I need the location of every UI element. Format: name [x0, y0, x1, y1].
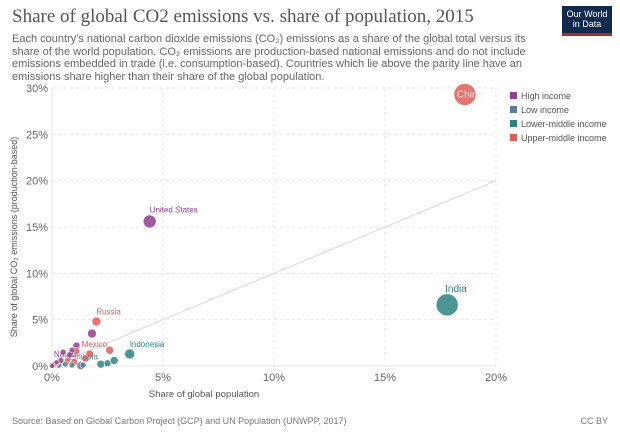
- legend-swatch[interactable]: [510, 106, 517, 113]
- data-point-mexico[interactable]: [85, 349, 95, 359]
- y-tick-label: 20%: [26, 176, 48, 188]
- data-point-china[interactable]: [453, 83, 477, 106]
- legend-label[interactable]: Lower-middle income: [521, 119, 607, 129]
- data-point[interactable]: [96, 359, 106, 369]
- data-point[interactable]: [72, 347, 81, 355]
- data-point-india[interactable]: [435, 293, 459, 317]
- chart-title: Share of global CO2 emissions vs. share …: [12, 6, 474, 27]
- legend-label[interactable]: High income: [521, 91, 571, 101]
- data-label-mexico: Mexico: [82, 340, 108, 349]
- license-note[interactable]: CC BY: [580, 416, 608, 426]
- data-label-united-states: United States: [150, 205, 198, 214]
- data-point[interactable]: [53, 359, 60, 366]
- legend-swatch[interactable]: [510, 120, 517, 127]
- data-label-ethiopia: Ethiopia: [69, 353, 98, 362]
- x-tick-label: 15%: [374, 372, 396, 384]
- logo-line-1: Our World: [566, 9, 608, 19]
- legend: High income Low income Lower-middle income…: [510, 91, 607, 143]
- x-axis-label: Share of global population: [149, 389, 259, 400]
- y-tick-label: 0%: [32, 361, 48, 373]
- data-point[interactable]: [66, 351, 74, 359]
- data-point-ethiopia[interactable]: [76, 361, 86, 371]
- y-tick-label: 25%: [26, 129, 48, 141]
- data-point[interactable]: [49, 361, 57, 369]
- data-point[interactable]: [68, 346, 76, 354]
- data-point[interactable]: [105, 345, 115, 355]
- data-point-russia[interactable]: [91, 316, 102, 327]
- x-tick-label: 20%: [485, 372, 507, 384]
- data-point[interactable]: [81, 354, 90, 363]
- y-axis-label: Share of global CO₂ emissions (productio…: [9, 137, 19, 338]
- legend-swatch[interactable]: [510, 134, 517, 141]
- grid: [51, 87, 497, 367]
- axes: 0% 5% 10% 15% 20% 25% 30% 0% 5% 10% 15% 20%: [26, 83, 507, 384]
- data-points: [49, 83, 477, 371]
- y-tick-label: 5%: [32, 315, 48, 327]
- legend-label[interactable]: Upper-middle income: [521, 133, 607, 143]
- data-label-nauru: Nauru: [54, 350, 76, 359]
- data-point[interactable]: [70, 358, 78, 367]
- data-point[interactable]: [103, 359, 112, 368]
- data-point-united-states[interactable]: [142, 214, 157, 229]
- data-point[interactable]: [68, 361, 76, 369]
- data-point[interactable]: [50, 360, 58, 368]
- data-labels: China India United States Russia Indonesia Me…: [54, 89, 483, 361]
- y-tick-label: 30%: [26, 83, 48, 95]
- data-point[interactable]: [55, 361, 62, 369]
- y-tick-label: 15%: [26, 222, 48, 234]
- y-tick-label: 10%: [26, 268, 48, 280]
- data-point[interactable]: [62, 360, 69, 368]
- data-label-india: India: [445, 284, 467, 295]
- logo-line-2: in Data: [572, 19, 602, 29]
- data-point-indonesia[interactable]: [124, 348, 135, 360]
- data-point[interactable]: [79, 361, 87, 369]
- data-label-russia: Russia: [96, 308, 121, 317]
- parity-line: [51, 180, 497, 367]
- data-label-china: China: [457, 89, 484, 100]
- data-point[interactable]: [64, 357, 71, 364]
- x-tick-label: 0%: [44, 372, 60, 384]
- x-tick-label: 5%: [155, 372, 171, 384]
- data-point[interactable]: [59, 348, 67, 356]
- x-tick-label: 10%: [263, 372, 285, 384]
- data-point[interactable]: [109, 356, 119, 365]
- chart-subtitle: Each country's national carbon dioxide e…: [12, 33, 526, 83]
- data-point[interactable]: [53, 359, 60, 367]
- data-point[interactable]: [87, 328, 97, 339]
- data-point[interactable]: [57, 357, 65, 364]
- data-label-indonesia: Indonesia: [130, 340, 165, 349]
- legend-swatch[interactable]: [510, 92, 517, 99]
- data-point[interactable]: [72, 341, 81, 350]
- data-point-nauru[interactable]: [49, 363, 55, 369]
- source-note: Source: Based on Global Carbon Project (…: [12, 416, 347, 426]
- legend-label[interactable]: Low income: [521, 105, 569, 115]
- owid-logo[interactable]: Our World in Data: [562, 6, 612, 36]
